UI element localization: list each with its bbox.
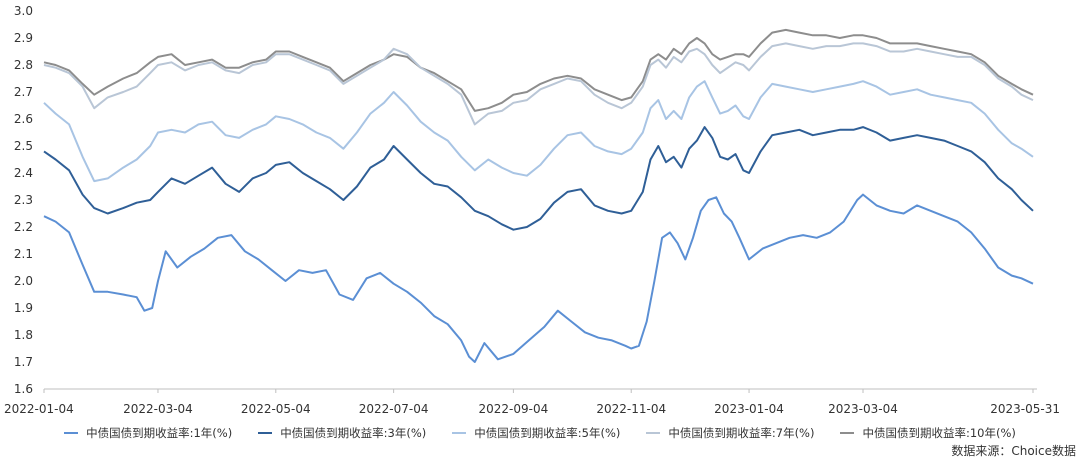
x-tick-label: 2022-09-04 [479,402,549,416]
legend-swatch [452,432,467,434]
y-tick-label: 2.5 [14,139,33,153]
y-tick-label: 1.7 [14,355,33,369]
legend-label: 中债国债到期收益率:7年(%) [668,426,815,440]
series-line-1 [43,193,1034,363]
legend-item-2: 中债国债到期收益率:3年(%) [258,424,426,442]
legend-swatch [64,432,79,434]
y-tick-label: 2.4 [14,166,33,180]
y-tick-label: 1.8 [14,328,33,342]
series-lines [43,28,1034,363]
x-tick-label: 2022-03-04 [123,402,193,416]
legend-label: 中债国债到期收益率:1年(%) [86,426,233,440]
y-tick-label: 2.9 [14,31,33,45]
y-axis-tick-labels: 1.6 1.7 1.8 1.9 2.0 2.1 2.2 2.3 2.4 2.5 2.6 2.7 2.8 2… [14,4,33,396]
x-tick-label: 2023-01-04 [714,402,784,416]
y-tick-label: 1.6 [14,382,33,396]
x-axis-tick-labels: 2022-01-04 2022-03-04 2022-05-04 2022-07-04… [4,389,1060,416]
series-line-2 [43,126,1034,231]
line-chart: 1.6 1.7 1.8 1.9 2.0 2.1 2.2 2.3 2.4 2.5 2.6 2.7 2.8 2… [4,4,1060,416]
series-line-3 [43,80,1034,183]
y-tick-label: 2.7 [14,85,33,99]
source-note: 数据来源：Choice数据 [951,444,1076,458]
legend-item-1: 中债国债到期收益率:1年(%) [64,424,232,442]
legend-label: 中债国债到期收益率:10年(%) [862,426,1016,440]
legend-swatch [646,432,661,434]
legend-item-5: 中债国债到期收益率:10年(%) [840,424,1016,442]
x-tick-label: 2022-01-04 [4,402,74,416]
x-tick-label: 2022-05-04 [241,402,311,416]
y-tick-label: 2.3 [14,193,33,207]
legend-label: 中债国债到期收益率:3年(%) [280,426,427,440]
chart-legend: 中债国债到期收益率:1年(%) 中债国债到期收益率:3年(%) 中债国债到期收益率:… [0,424,1080,442]
legend-swatch [840,432,855,434]
legend-item-3: 中债国债到期收益率:5年(%) [452,424,620,442]
y-tick-label: 2.1 [14,247,33,261]
y-tick-label: 2.8 [14,58,33,72]
y-tick-label: 2.2 [14,220,33,234]
x-tick-label: 2022-11-04 [596,402,666,416]
legend-swatch [258,432,273,434]
x-tick-label: 2023-05-31 [990,402,1060,416]
series-line-5 [43,28,1034,112]
y-tick-label: 3.0 [14,4,33,18]
y-tick-label: 2.0 [14,274,33,288]
legend-item-4: 中债国债到期收益率:7年(%) [646,424,814,442]
series-line-4 [43,42,1034,126]
y-tick-label: 1.9 [14,301,33,315]
x-tick-label: 2023-03-04 [828,402,898,416]
x-tick-label: 2022-07-04 [359,402,429,416]
legend-label: 中债国债到期收益率:5年(%) [474,426,621,440]
y-tick-label: 2.6 [14,112,33,126]
